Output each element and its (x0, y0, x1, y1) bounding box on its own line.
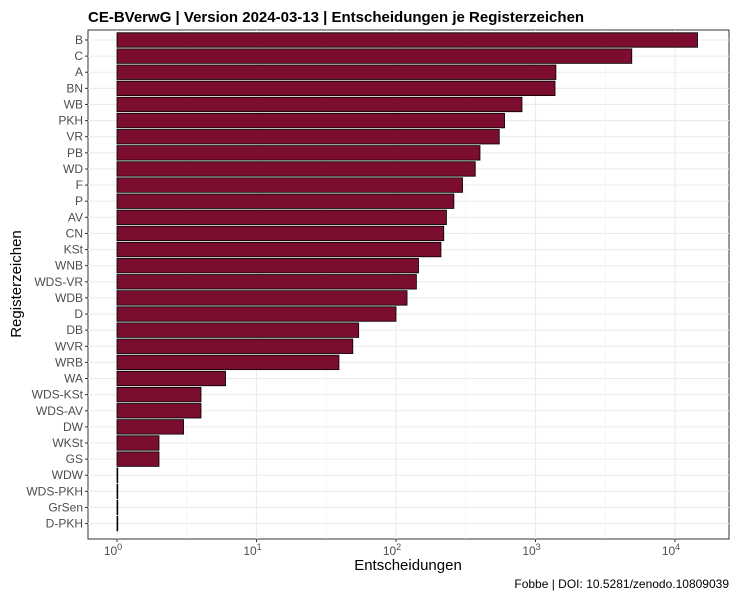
bar-wnb (116, 258, 419, 274)
bar-wa (116, 370, 226, 387)
y-tick-label: WDB (55, 291, 83, 305)
bar-d-pkh (116, 515, 119, 532)
y-tick-label: DB (66, 323, 83, 337)
y-tick-label: A (75, 65, 83, 79)
bar-bn (116, 80, 556, 97)
bar-wds-av (116, 403, 202, 419)
bar-pkh (116, 112, 505, 129)
bar-wd (116, 161, 476, 177)
bar-cn (116, 225, 445, 242)
y-tick-label: WDS-VR (34, 275, 83, 289)
y-tick-label: CN (66, 226, 83, 240)
bar-wrb (116, 354, 340, 371)
bar-c (116, 48, 633, 64)
bar-vr (116, 129, 500, 145)
y-tick-label: BN (66, 81, 83, 95)
y-tick-label: WB (64, 97, 83, 111)
x-tick-label: 103 (522, 542, 540, 558)
bar-pb (116, 145, 481, 161)
bar-f (116, 177, 463, 193)
bar-p (116, 193, 455, 209)
y-tick-label: WKSt (52, 436, 83, 450)
y-tick-label: WDS-PKH (26, 484, 83, 498)
y-tick-label: WA (64, 372, 83, 386)
x-tick-label: 102 (383, 542, 401, 558)
chart-title: CE-BVerwG | Version 2024-03-13 | Entsche… (88, 9, 584, 26)
bar-db (116, 322, 360, 338)
bar-wds-vr (116, 274, 417, 290)
bar-gs (116, 451, 160, 467)
y-tick-label: WDS-KSt (32, 388, 84, 402)
y-tick-label: P (75, 194, 83, 208)
y-tick-label: GS (66, 452, 83, 466)
y-tick-label: PB (67, 146, 83, 160)
y-tick-label: AV (68, 210, 83, 224)
y-tick-label: PKH (58, 114, 83, 128)
bar-wb (116, 96, 523, 113)
y-tick-label: GrSen (48, 500, 83, 514)
bar-wdb (116, 290, 408, 306)
y-tick-label: WNB (55, 259, 83, 273)
y-tick-label: F (76, 178, 83, 192)
x-axis-title: Entscheidungen (354, 557, 462, 574)
bars (116, 32, 698, 532)
bar-wds-kst (116, 386, 202, 403)
y-tick-label: DW (63, 420, 84, 434)
bar-kst (116, 241, 442, 258)
bar-wvr (116, 338, 354, 354)
x-tick-labels: 100 101 102 103 104 (104, 539, 680, 558)
x-tick-label: 101 (243, 542, 261, 558)
y-tick-label: D (74, 307, 83, 321)
y-tick-label: WRB (55, 355, 83, 369)
y-tick-label: D-PKH (46, 517, 83, 531)
y-tick-label: WD (63, 162, 83, 176)
x-tick-label: 104 (662, 542, 680, 558)
y-tick-label: VR (66, 130, 83, 144)
y-tick-label: WVR (55, 339, 83, 353)
bar-dw (116, 419, 184, 435)
y-tick-label: WDW (52, 468, 84, 482)
bar-b (116, 32, 698, 48)
bar-wds-pkh (116, 483, 119, 500)
bar-av (116, 209, 447, 225)
y-tick-label: C (74, 49, 83, 63)
bar-d (116, 306, 397, 322)
bar-wkst (116, 435, 160, 451)
y-tick-label: KSt (64, 243, 84, 257)
x-tick-label: 100 (104, 542, 122, 558)
y-axis-title: Registerzeichen (8, 230, 25, 338)
y-tick-labels: BCA BN WB PKH VR PB WD FP AV CN KSt WNB WDS-VR WDB D DB… (26, 33, 88, 531)
bar-a (116, 64, 557, 80)
bar-wdw (116, 467, 119, 483)
bar-grsen (116, 499, 119, 516)
y-tick-label: B (75, 33, 83, 47)
y-tick-label: WDS-AV (36, 404, 83, 418)
caption: Fobbe | DOI: 10.5281/zenodo.10809039 (514, 577, 729, 591)
